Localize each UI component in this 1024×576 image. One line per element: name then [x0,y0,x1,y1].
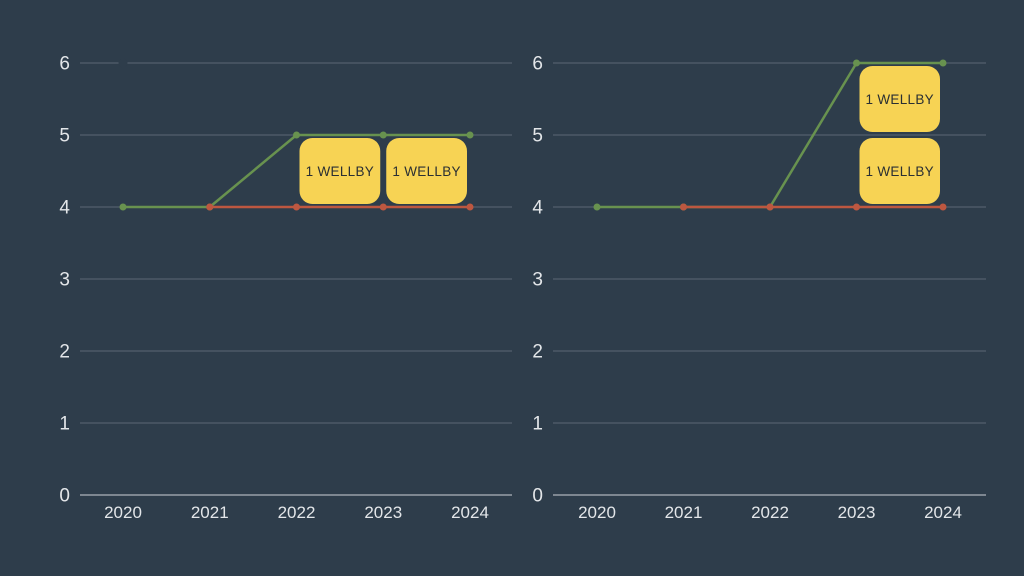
y-tick-label: 3 [532,270,543,291]
data-point-green-line [379,131,387,139]
data-point-red-line [379,203,387,211]
x-tick-label: 2023 [838,503,876,522]
data-point-red-line [680,203,687,211]
annotation-label: 1 WELLBY [392,164,460,179]
y-tick-label: 2 [532,342,543,363]
x-tick-label: 2021 [665,503,703,522]
data-point-green-line [293,131,300,139]
x-tick-label: 2024 [924,503,962,522]
data-point-green-line [593,203,601,211]
y-tick-label: 6 [59,54,70,75]
annotation-label: 1 WELLBY [306,164,374,179]
y-tick-label: 4 [59,198,70,219]
data-point-red-line [939,203,947,211]
y-tick-label: 4 [532,198,543,219]
y-tick-label: 1 [532,414,543,435]
annotation-box [299,138,381,204]
data-point-red-line [293,203,300,211]
annotation-box [386,138,467,204]
y-tick-label: 3 [59,270,70,291]
data-point-green-line [119,203,127,211]
x-tick-label: 2020 [104,503,142,522]
data-point-green-line [466,131,474,139]
x-tick-label: 2020 [578,503,616,522]
y-tick-label: 5 [532,126,543,147]
x-tick-label: 2022 [751,503,789,522]
annotation-box [859,66,940,132]
annotation-box [859,138,940,204]
y-tick-label: 2 [59,342,70,363]
annotation-label: 1 WELLBY [866,92,934,107]
data-point-green-line [939,59,947,67]
data-point-red-line [766,203,774,211]
x-tick-label: 2024 [451,503,489,522]
data-point-green-line [853,59,860,67]
x-tick-label: 2021 [191,503,229,522]
data-point-red-line [853,203,860,211]
x-tick-label: 2023 [364,503,402,522]
y-tick-label: 0 [532,486,543,507]
x-tick-label: 2022 [278,503,316,522]
annotation-label: 1 WELLBY [866,164,934,179]
y-tick-label: 6 [532,54,543,75]
y-tick-label: 5 [59,126,70,147]
y-tick-label: 1 [59,414,70,435]
data-point-red-line [206,203,214,211]
y-tick-label: 0 [59,486,70,507]
gridline-gap [118,58,128,68]
data-point-red-line [466,203,474,211]
